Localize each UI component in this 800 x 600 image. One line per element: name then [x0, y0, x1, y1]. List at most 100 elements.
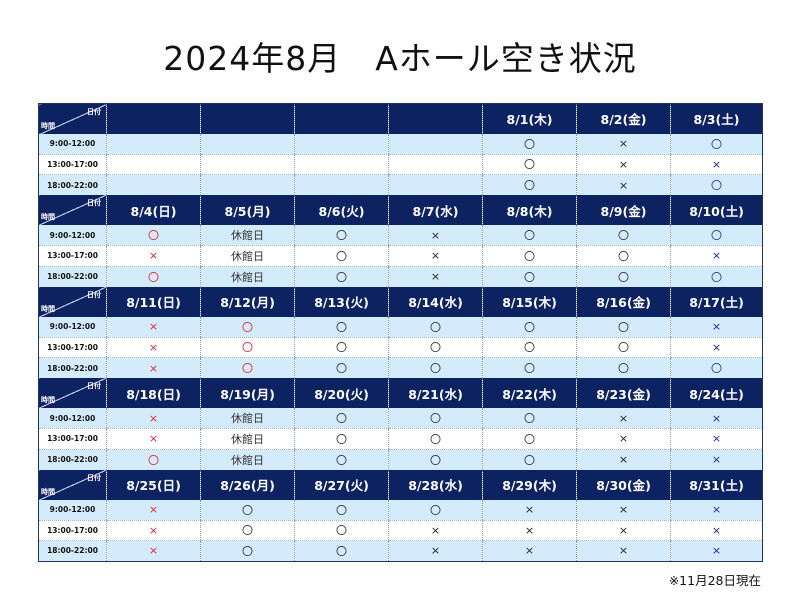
date-header: 8/7(水) — [388, 195, 483, 225]
availability-cell: 〇 — [670, 266, 763, 287]
availability-cell — [388, 174, 483, 195]
time-slot-label: 13:00-17:00 — [38, 520, 107, 541]
availability-cell: 〇 — [294, 520, 389, 541]
time-slot-row: 9:00-12:00 × 〇 〇 〇 × × × — [38, 499, 763, 521]
date-header — [294, 103, 389, 134]
available-mark: 〇 — [430, 503, 441, 517]
unavailable-mark: × — [711, 249, 722, 263]
availability-cell: 〇 — [294, 408, 389, 429]
date-header — [106, 103, 201, 134]
availability-cell — [106, 154, 201, 175]
available-mark: 〇 — [148, 453, 159, 467]
time-slot-label: 13:00-17:00 — [38, 337, 107, 358]
available-mark: 〇 — [618, 320, 629, 334]
availability-cell: 〇 — [294, 316, 389, 338]
time-axis-label: 時間 — [41, 121, 55, 130]
available-mark: 〇 — [336, 249, 347, 263]
date-header: 8/10(土) — [670, 195, 763, 225]
time-slot-row: 9:00-12:00 × 〇 〇 〇 〇 〇 × — [38, 316, 763, 338]
time-slot-label: 9:00-12:00 — [38, 499, 107, 521]
corner-header: 日付 時間 — [38, 195, 107, 225]
unavailable-mark: × — [711, 340, 722, 354]
page-title: 2024年8月 Aホール空き状況 — [163, 39, 637, 78]
availability-cell: 〇 — [482, 133, 577, 155]
time-axis-label: 時間 — [41, 487, 55, 496]
as-of-note: ※11月28日現在 — [668, 573, 761, 588]
availability-cell: 〇 — [482, 225, 577, 246]
time-slot-label: 18:00-22:00 — [38, 449, 107, 470]
time-slot-row: 18:00-22:00 〇 休館日 〇 × 〇 〇 〇 — [38, 266, 763, 287]
availability-cell: × — [670, 316, 763, 338]
time-slot-label: 9:00-12:00 — [38, 316, 107, 338]
availability-cell: × — [576, 428, 671, 450]
availability-cell: 〇 — [576, 337, 671, 358]
unavailable-mark: × — [711, 523, 722, 537]
availability-cell: × — [670, 499, 763, 521]
unavailable-mark: × — [711, 503, 722, 516]
unavailable-mark: × — [618, 453, 629, 466]
availability-cell: 〇 — [294, 225, 389, 246]
available-mark: 〇 — [430, 432, 441, 446]
availability-cell: 〇 — [294, 337, 389, 358]
date-header: 8/31(土) — [670, 469, 763, 500]
availability-cell: × — [388, 225, 483, 246]
availability-cell: × — [106, 337, 201, 358]
availability-cell: × — [670, 520, 763, 541]
available-mark: 〇 — [618, 341, 629, 355]
availability-cell — [294, 174, 389, 195]
unavailable-mark: × — [148, 249, 159, 263]
availability-cell: 休館日 — [200, 449, 295, 470]
availability-cell: 休館日 — [200, 225, 295, 246]
date-header: 8/28(水) — [388, 469, 483, 500]
date-header: 8/20(火) — [294, 378, 389, 408]
available-mark: 〇 — [430, 362, 441, 375]
availability-cell: × — [106, 540, 201, 561]
date-axis-label: 日付 — [87, 382, 101, 390]
unavailable-mark: × — [430, 523, 441, 537]
availability-cell: 〇 — [106, 449, 201, 470]
date-header: 8/30(金) — [576, 469, 671, 500]
date-header: 8/3(土) — [670, 103, 763, 134]
time-axis-label: 時間 — [41, 304, 55, 313]
availability-cell: × — [388, 540, 483, 561]
availability-cell: × — [106, 245, 201, 267]
available-mark: 〇 — [336, 432, 347, 446]
available-mark: 〇 — [242, 320, 253, 334]
time-slot-row: 9:00-12:00 × 休館日 〇 〇 〇 × × — [38, 408, 763, 429]
availability-cell: × — [576, 449, 671, 470]
time-slot-label: 13:00-17:00 — [38, 154, 107, 175]
availability-cell: × — [576, 408, 671, 429]
date-header: 8/6(火) — [294, 195, 389, 225]
date-header: 8/29(木) — [482, 469, 577, 500]
available-mark: 〇 — [336, 362, 347, 375]
availability-cell: 〇 — [388, 357, 483, 378]
availability-cell — [388, 154, 483, 175]
availability-cell: 休館日 — [200, 245, 295, 267]
date-header: 8/9(金) — [576, 195, 671, 225]
date-header: 8/5(月) — [200, 195, 295, 225]
available-mark: 〇 — [711, 362, 722, 375]
available-mark: 〇 — [524, 453, 535, 467]
available-mark: 〇 — [336, 341, 347, 355]
available-mark: 〇 — [618, 249, 629, 263]
availability-cell: × — [482, 520, 577, 541]
availability-cell: 〇 — [294, 245, 389, 267]
available-mark: 〇 — [336, 229, 347, 242]
date-header: 8/25(日) — [106, 469, 201, 500]
availability-cell: × — [670, 449, 763, 470]
date-header: 8/12(月) — [200, 286, 295, 317]
availability-cell: 〇 — [482, 266, 577, 287]
unavailable-mark: × — [430, 228, 441, 242]
date-header: 8/18(日) — [106, 378, 201, 408]
unavailable-mark: × — [618, 178, 629, 192]
closed-day-label: 休館日 — [231, 453, 264, 467]
available-mark: 〇 — [524, 179, 535, 192]
available-mark: 〇 — [524, 249, 535, 263]
corner-header: 日付 時間 — [38, 103, 107, 134]
availability-cell: 休館日 — [200, 408, 295, 429]
availability-cell: 〇 — [388, 316, 483, 338]
date-header: 8/26(月) — [200, 469, 295, 500]
available-mark: 〇 — [711, 229, 722, 242]
availability-cell: 〇 — [294, 266, 389, 287]
time-slot-label: 9:00-12:00 — [38, 133, 107, 155]
